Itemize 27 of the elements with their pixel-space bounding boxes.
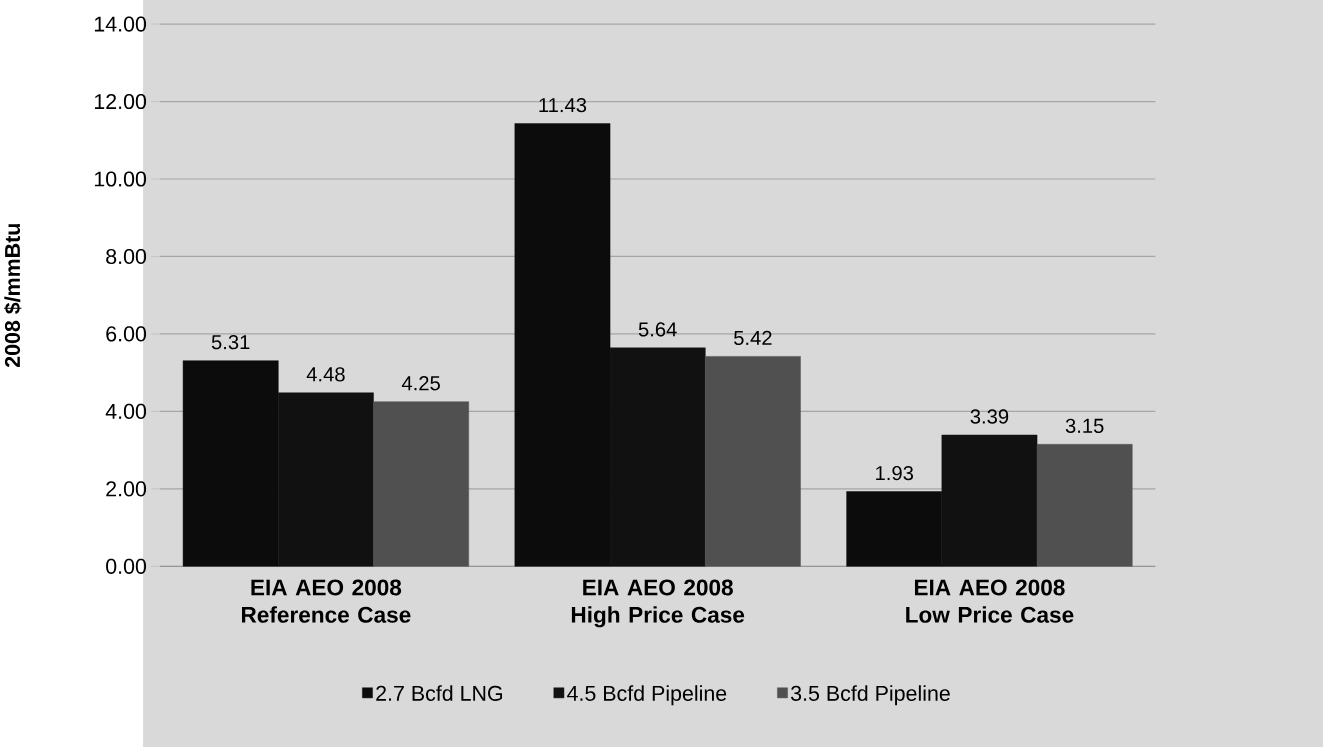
data-label: 4.25 xyxy=(401,375,440,391)
data-label: 1.93 xyxy=(876,465,914,481)
data-label: 3.39 xyxy=(970,409,1009,424)
x-tick-label: EIA AEO 2008 Low Price Case xyxy=(906,579,1074,623)
data-label: 5.64 xyxy=(638,322,677,337)
y-tick-label: 6.00 xyxy=(106,326,147,342)
legend-label: 3.5 Bcfd Pipeline xyxy=(790,685,950,705)
y-tick-label: 4.00 xyxy=(105,403,147,419)
x-tick-label: EIA AEO 2008 High Price Case xyxy=(571,579,745,628)
x-tick-label: EIA AEO 2008 Reference Case xyxy=(242,579,411,623)
y-tick-label: 10.00 xyxy=(94,171,147,187)
y-tick-label: 12.00 xyxy=(94,93,147,109)
data-label: 3.15 xyxy=(1065,418,1104,433)
y-tick-label: 8.00 xyxy=(106,248,147,264)
y-tick-label: 0.00 xyxy=(106,558,147,574)
bar xyxy=(705,355,801,567)
y-tick-label: 2.00 xyxy=(106,481,147,497)
data-label: 5.42 xyxy=(734,330,772,345)
bar xyxy=(1036,443,1133,567)
bar xyxy=(373,401,469,567)
y-tick-label: 14.00 xyxy=(94,16,147,32)
legend-label: 2.7 Bcfd LNG xyxy=(376,685,503,701)
y-axis-title: 2008 $/mmBtu xyxy=(3,223,22,367)
data-label: 11.43 xyxy=(539,97,587,113)
legend-label: 4.5 Bcfd Pipeline xyxy=(567,685,727,705)
data-label: 5.31 xyxy=(211,334,250,350)
data-label: 4.48 xyxy=(306,366,345,382)
